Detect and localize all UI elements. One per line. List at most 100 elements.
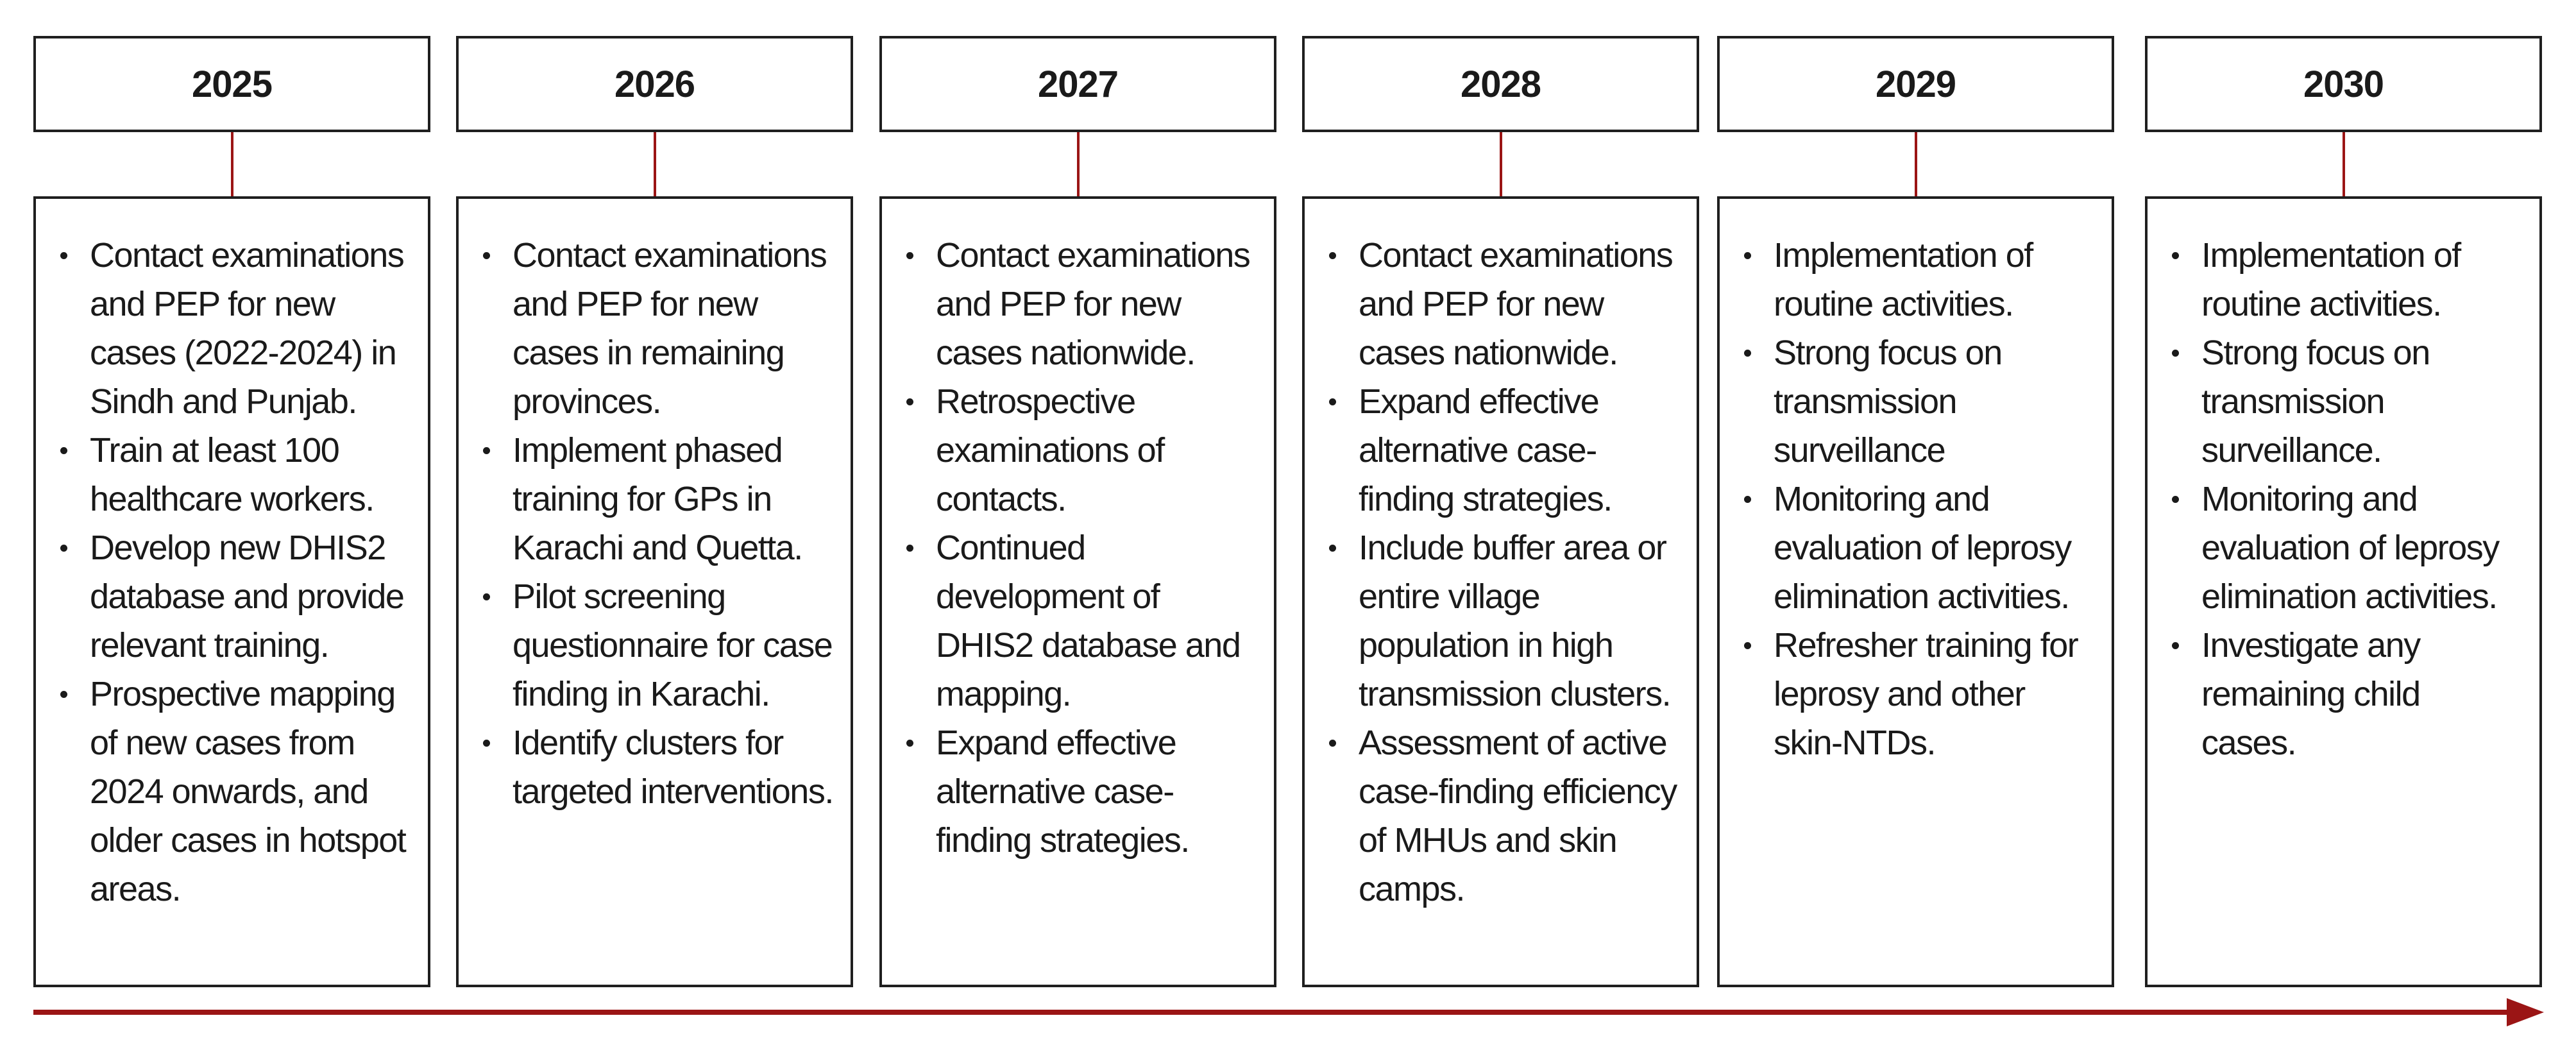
bullet-icon: [2172, 496, 2179, 503]
activity-text: Monitoring and evaluation of leprosy eli…: [2201, 480, 2500, 616]
activities-box: Contact examinations and PEP for new cas…: [879, 196, 1276, 987]
year-header-box: 2027: [879, 36, 1276, 132]
activity-item: Implement phased training for GPs in Kar…: [483, 426, 834, 572]
activity-item: Contact examinations and PEP for new cas…: [906, 231, 1257, 377]
connector-line: [1914, 132, 1917, 196]
activities-box: Contact examinations and PEP for new cas…: [33, 196, 430, 987]
activity-text: Monitoring and evaluation of leprosy eli…: [1774, 480, 2072, 616]
activity-text: Implementation of routine activities.: [2201, 236, 2461, 323]
activity-item: Train at least 100 healthcare workers.: [60, 426, 411, 523]
year-header-box: 2029: [1717, 36, 2114, 132]
activity-item: Implementation of routine activities.: [1744, 231, 2095, 328]
activity-item: Identify clusters for targeted intervent…: [483, 718, 834, 816]
activity-text: Implement phased training for GPs in Kar…: [513, 431, 803, 567]
year-label: 2029: [1875, 63, 1956, 105]
activities-list: Contact examinations and PEP for new cas…: [1329, 231, 1680, 913]
year-label: 2025: [191, 63, 273, 105]
activity-item: Pilot screening questionnaire for case f…: [483, 572, 834, 718]
activity-item: Strong focus on transmission surveillanc…: [2172, 328, 2523, 475]
activity-text: Include buffer area or entire village po…: [1359, 529, 1672, 713]
activity-item: Contact examinations and PEP for new cas…: [483, 231, 834, 426]
year-header-box: 2030: [2145, 36, 2542, 132]
activity-text: Prospective mapping of new cases from 20…: [90, 675, 407, 908]
activities-box: Implementation of routine activities. Str…: [2145, 196, 2542, 987]
activity-item: Prospective mapping of new cases from 20…: [60, 670, 411, 913]
activities-list: Implementation of routine activities. Str…: [1744, 231, 2095, 767]
bullet-icon: [60, 691, 67, 698]
arrow-head-icon: [2507, 998, 2544, 1026]
activities-box: Contact examinations and PEP for new cas…: [1302, 196, 1699, 987]
year-label: 2027: [1037, 63, 1119, 105]
year-header-box: 2026: [456, 36, 853, 132]
activities-list: Implementation of routine activities. Str…: [2172, 231, 2523, 767]
activity-text: Continued development of DHIS2 database …: [936, 529, 1241, 713]
activities-box: Implementation of routine activities. Str…: [1717, 196, 2114, 987]
bullet-icon: [483, 447, 490, 454]
activity-text: Implementation of routine activities.: [1774, 236, 2033, 323]
connector-line: [653, 132, 656, 196]
activity-text: Investigate any remaining child cases.: [2201, 626, 2421, 762]
activity-item: Investigate any remaining child cases.: [2172, 621, 2523, 767]
bullet-icon: [2172, 350, 2179, 357]
connector-line: [230, 132, 233, 196]
year-label: 2026: [614, 63, 695, 105]
activity-item: Continued development of DHIS2 database …: [906, 523, 1257, 718]
activity-text: Contact examinations and PEP for new cas…: [513, 236, 827, 421]
activity-item: Include buffer area or entire village po…: [1329, 523, 1680, 718]
year-label: 2028: [1460, 63, 1541, 105]
timeline-arrow: [33, 998, 2544, 1026]
connector-line: [1499, 132, 1502, 196]
timeline-column-2029: 2029 Implementation of routine activities…: [1717, 0, 2114, 1001]
activity-text: Strong focus on transmission surveillanc…: [1774, 334, 2003, 470]
bullet-icon: [60, 252, 67, 259]
activities-list: Contact examinations and PEP for new cas…: [906, 231, 1257, 865]
activity-item: Develop new DHIS2 database and provide r…: [60, 523, 411, 670]
activity-item: Expand effective alternative case-findin…: [1329, 377, 1680, 523]
connector-line: [1076, 132, 1080, 196]
activity-item: Retrospective examinations of contacts.: [906, 377, 1257, 523]
bullet-icon: [1329, 398, 1336, 405]
year-header-box: 2025: [33, 36, 430, 132]
bullet-icon: [60, 545, 67, 552]
bullet-icon: [906, 545, 913, 552]
connector-line: [2342, 132, 2345, 196]
year-header-box: 2028: [1302, 36, 1699, 132]
activity-text: Assessment of active case-finding effici…: [1359, 724, 1677, 908]
activity-item: Contact examinations and PEP for new cas…: [1329, 231, 1680, 377]
activity-item: Monitoring and evaluation of leprosy eli…: [2172, 475, 2523, 621]
bullet-icon: [906, 740, 913, 747]
activity-text: Strong focus on transmission surveillanc…: [2201, 334, 2430, 470]
activities-box: Contact examinations and PEP for new cas…: [456, 196, 853, 987]
activity-text: Contact examinations and PEP for new cas…: [936, 236, 1251, 372]
timeline-column-2030: 2030 Implementation of routine activities…: [2145, 0, 2542, 1001]
activity-item: Contact examinations and PEP for new cas…: [60, 231, 411, 426]
bullet-icon: [1329, 252, 1336, 259]
bullet-icon: [60, 447, 67, 454]
activity-text: Contact examinations and PEP for new cas…: [1359, 236, 1674, 372]
activity-text: Develop new DHIS2 database and provide r…: [90, 529, 405, 665]
timeline-column-2028: 2028 Contact examinations and PEP for new…: [1302, 0, 1699, 1001]
activity-item: Expand effective alternative case-findin…: [906, 718, 1257, 865]
bullet-icon: [483, 252, 490, 259]
bullet-icon: [1744, 642, 1751, 649]
timeline-column-2027: 2027 Contact examinations and PEP for new…: [879, 0, 1276, 1001]
bullet-icon: [1744, 350, 1751, 357]
bullet-icon: [1329, 740, 1336, 747]
bullet-icon: [2172, 252, 2179, 259]
bullet-icon: [483, 740, 490, 747]
activity-text: Train at least 100 healthcare workers.: [90, 431, 375, 518]
timeline-column-2026: 2026 Contact examinations and PEP for new…: [456, 0, 853, 1001]
activity-item: Refresher training for leprosy and other…: [1744, 621, 2095, 767]
bullet-icon: [1744, 496, 1751, 503]
activity-text: Refresher training for leprosy and other…: [1774, 626, 2079, 762]
timeline-column-2025: 2025 Contact examinations and PEP for new…: [33, 0, 430, 1001]
bullet-icon: [906, 398, 913, 405]
activity-item: Assessment of active case-finding effici…: [1329, 718, 1680, 913]
bullet-icon: [1744, 252, 1751, 259]
bullet-icon: [483, 593, 490, 600]
bullet-icon: [2172, 642, 2179, 649]
activity-text: Identify clusters for targeted intervent…: [513, 724, 834, 811]
activity-text: Expand effective alternative case-findin…: [936, 724, 1190, 860]
activity-text: Expand effective alternative case-findin…: [1359, 382, 1613, 518]
